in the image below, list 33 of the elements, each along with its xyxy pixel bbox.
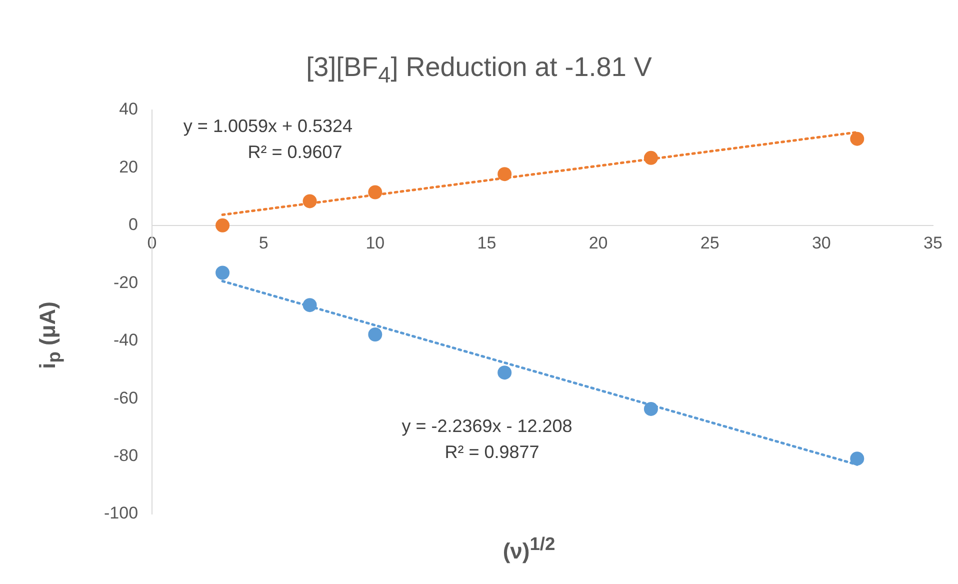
point <box>850 452 864 466</box>
x-tick-label: 35 <box>924 233 942 252</box>
point <box>368 185 382 200</box>
y-tick-label: -60 <box>113 388 138 408</box>
point <box>302 298 317 312</box>
point <box>644 150 658 165</box>
annotation: y = -2.2369x - 12.208 <box>402 416 572 437</box>
x-tick-label: 10 <box>366 233 385 252</box>
x-tick-label: 15 <box>477 233 496 252</box>
x-tick-label: 25 <box>700 233 720 252</box>
x-axis-title: (ν)$^{1/2}$ <box>502 533 556 564</box>
chart-title: [3][BF$_{4}$] Reduction at -1.81 V <box>305 52 653 88</box>
x-tick-label: 30 <box>812 233 831 252</box>
point <box>850 132 864 146</box>
annotation: R² = 0.9607 <box>248 142 342 163</box>
y-tick-label: 40 <box>119 100 138 119</box>
point <box>498 366 512 380</box>
point <box>498 167 512 182</box>
annotation: y = 1.0059x + 0.5324 <box>183 116 353 137</box>
x-tick-label: 20 <box>588 233 608 252</box>
y-tick-label: -80 <box>113 446 138 465</box>
y-tick-label: -100 <box>104 504 138 523</box>
point <box>216 266 230 280</box>
x-tick-label: 5 <box>258 233 268 252</box>
point <box>302 194 317 208</box>
point <box>644 402 658 416</box>
point <box>368 328 382 342</box>
annotation: R² = 0.9877 <box>444 442 540 463</box>
y-tick-label: -40 <box>113 330 138 350</box>
y-tick-label: 20 <box>119 157 138 176</box>
y-tick-label: 0 <box>128 215 138 234</box>
point <box>216 218 230 232</box>
y-tick-label: -20 <box>113 272 138 292</box>
